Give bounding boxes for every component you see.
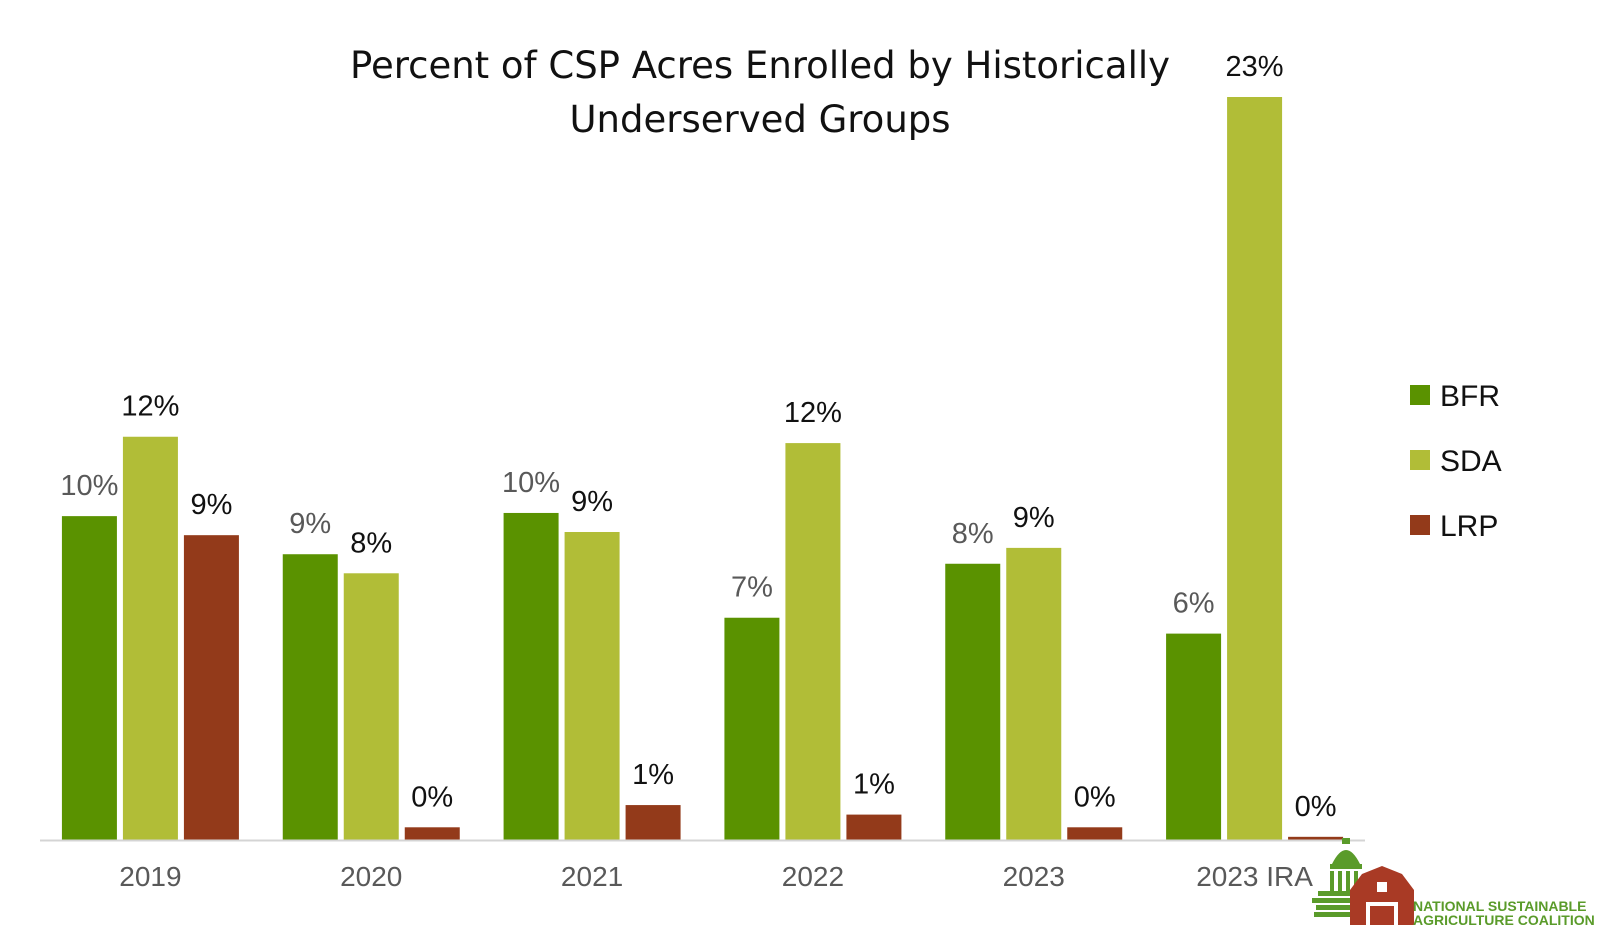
bar-lrp-1: [404, 827, 460, 840]
bars: [61, 97, 1344, 840]
category-label-4: 2023: [1003, 861, 1065, 892]
data-label-bfr-1: 9%: [289, 508, 331, 540]
chart-title: Percent of CSP Acres Enrolled by Histori…: [350, 44, 1170, 141]
bar-lrp-0: [183, 535, 239, 840]
category-labels: 2019 2020 2021 2022 2023 2023 IRA: [119, 861, 1313, 892]
data-label-sda-3: 12%: [784, 397, 842, 429]
nsac-logo: NATIONAL SUSTAINABLE AGRICULTURE COALITI…: [1312, 838, 1595, 925]
data-label-sda-4: 9%: [1013, 502, 1055, 534]
data-label-lrp-3: 1%: [853, 769, 895, 801]
data-label-bfr-5: 6%: [1173, 588, 1215, 620]
logo-line-2: AGRICULTURE COALITION: [1413, 912, 1595, 925]
category-label-1: 2020: [340, 861, 402, 892]
barn-icon: [1350, 866, 1414, 925]
bar-sda-4: [1006, 547, 1062, 840]
chart-title-line-2: Underserved Groups: [569, 98, 950, 141]
data-label-bfr-0: 10%: [60, 470, 118, 502]
bar-sda-2: [564, 532, 620, 840]
value-labels: 10% 12% 9% 9% 8% 0% 10% 9% 1% 7% 12% 1% 8% 9% 0% 6% 23% 0…: [60, 51, 1336, 823]
data-label-lrp-2: 1%: [632, 759, 674, 791]
legend-swatch-lrp: [1410, 515, 1430, 535]
data-label-lrp-4: 0%: [1074, 781, 1116, 813]
bar-bfr-1: [282, 554, 338, 840]
legend-swatch-bfr: [1410, 385, 1430, 405]
bar-lrp-2: [625, 805, 681, 840]
chart-title-line-1: Percent of CSP Acres Enrolled by Histori…: [350, 44, 1170, 87]
data-label-sda-5: 23%: [1226, 51, 1284, 83]
category-label-0: 2019: [119, 861, 181, 892]
bar-sda-3: [785, 443, 841, 840]
category-label-2: 2021: [561, 861, 623, 892]
bar-bfr-4: [945, 563, 1001, 840]
data-label-lrp-1: 0%: [411, 781, 453, 813]
bar-sda-1: [343, 573, 399, 840]
bar-bfr-0: [61, 516, 117, 840]
data-label-bfr-4: 8%: [952, 518, 994, 550]
data-label-lrp-5: 0%: [1295, 791, 1337, 823]
legend-label-lrp: LRP: [1440, 510, 1498, 543]
bar-sda-5: [1227, 97, 1283, 840]
bar-lrp-3: [846, 814, 902, 840]
legend-label-sda: SDA: [1440, 445, 1502, 478]
capitol-icon: [1312, 838, 1378, 917]
data-label-bfr-3: 7%: [731, 572, 773, 604]
category-label-5: 2023 IRA: [1196, 861, 1313, 892]
data-label-sda-1: 8%: [350, 527, 392, 559]
logo-line-1: NATIONAL SUSTAINABLE: [1413, 898, 1586, 914]
data-label-lrp-0: 9%: [190, 489, 232, 521]
legend-label-bfr: BFR: [1440, 380, 1500, 413]
bar-bfr-5: [1166, 633, 1222, 840]
bar-lrp-5: [1288, 836, 1344, 840]
legend: BFR SDA LRP: [1410, 380, 1502, 543]
bar-sda-0: [122, 436, 178, 840]
bar-lrp-4: [1067, 827, 1123, 840]
category-label-3: 2022: [782, 861, 844, 892]
legend-swatch-sda: [1410, 450, 1430, 470]
bar-bfr-2: [503, 512, 559, 840]
data-label-sda-2: 9%: [571, 486, 613, 518]
data-label-bfr-2: 10%: [502, 467, 560, 499]
bar-bfr-3: [724, 617, 780, 840]
data-label-sda-0: 12%: [121, 391, 179, 423]
